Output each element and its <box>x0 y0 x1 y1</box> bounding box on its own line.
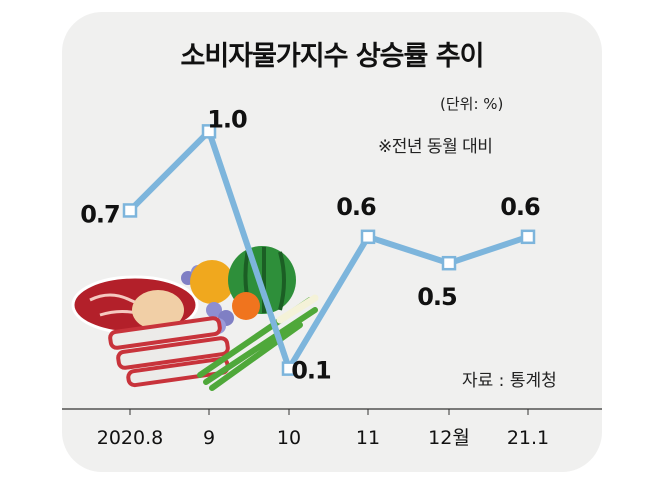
comparison-note: ※전년 동월 대비 <box>378 137 493 157</box>
data-point-2 <box>281 361 297 376</box>
chart-title: 소비자물가지수 상승률 추이 <box>180 41 485 72</box>
data-label-3: 0.6 <box>336 193 376 221</box>
data-point-0 <box>122 203 138 218</box>
data-label-4: 0.5 <box>417 283 457 311</box>
x-tick-label-2: 10 <box>277 427 301 449</box>
data-point-4 <box>441 255 457 271</box>
data-label-0: 0.7 <box>80 200 120 228</box>
data-label-2: 0.1 <box>291 357 331 385</box>
x-tick-label-0: 2020.8 <box>97 427 163 449</box>
source-label: 자료 : 통계청 <box>462 371 557 391</box>
pork-belly-1 <box>108 316 222 350</box>
grape-3 <box>206 302 222 318</box>
persimmon <box>232 292 260 320</box>
pork-belly-2 <box>116 336 230 370</box>
green-onion-white <box>276 294 319 324</box>
data-point-3 <box>360 229 376 245</box>
data-label-1: 1.0 <box>207 105 247 133</box>
egg <box>132 290 184 330</box>
food-illustration <box>71 246 319 391</box>
data-point-1 <box>201 124 217 139</box>
orange <box>190 260 234 304</box>
x-tick-label-3: 11 <box>356 427 380 449</box>
x-tick-label-4: 12월 <box>428 427 470 449</box>
x-tick-label-5: 21.1 <box>507 427 549 449</box>
unit-label: (단위: %) <box>440 95 504 113</box>
x-tick-label-1: 9 <box>203 427 215 449</box>
series-line <box>127 125 529 376</box>
data-point-5 <box>520 229 536 245</box>
data-label-5: 0.6 <box>500 193 540 221</box>
